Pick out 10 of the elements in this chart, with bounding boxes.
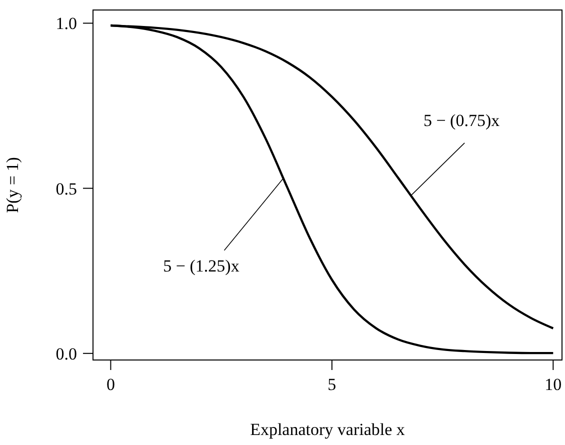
y-tick-label: 0.5 xyxy=(56,179,77,198)
y-tick-label: 1.0 xyxy=(56,14,77,34)
y-axis-title: P(y = 1) xyxy=(3,157,22,213)
annotation: 5 − (1.25)x xyxy=(163,256,240,276)
x-axis-title: Explanatory variable x xyxy=(250,420,406,439)
x-tick-label: 0 xyxy=(106,375,115,394)
x-tick-label: 10 xyxy=(544,375,562,394)
x-tick-label: 5 xyxy=(328,375,336,394)
annotation: 5 − (0.75)x xyxy=(423,110,500,130)
y-tick-label: 0.0 xyxy=(56,344,77,364)
